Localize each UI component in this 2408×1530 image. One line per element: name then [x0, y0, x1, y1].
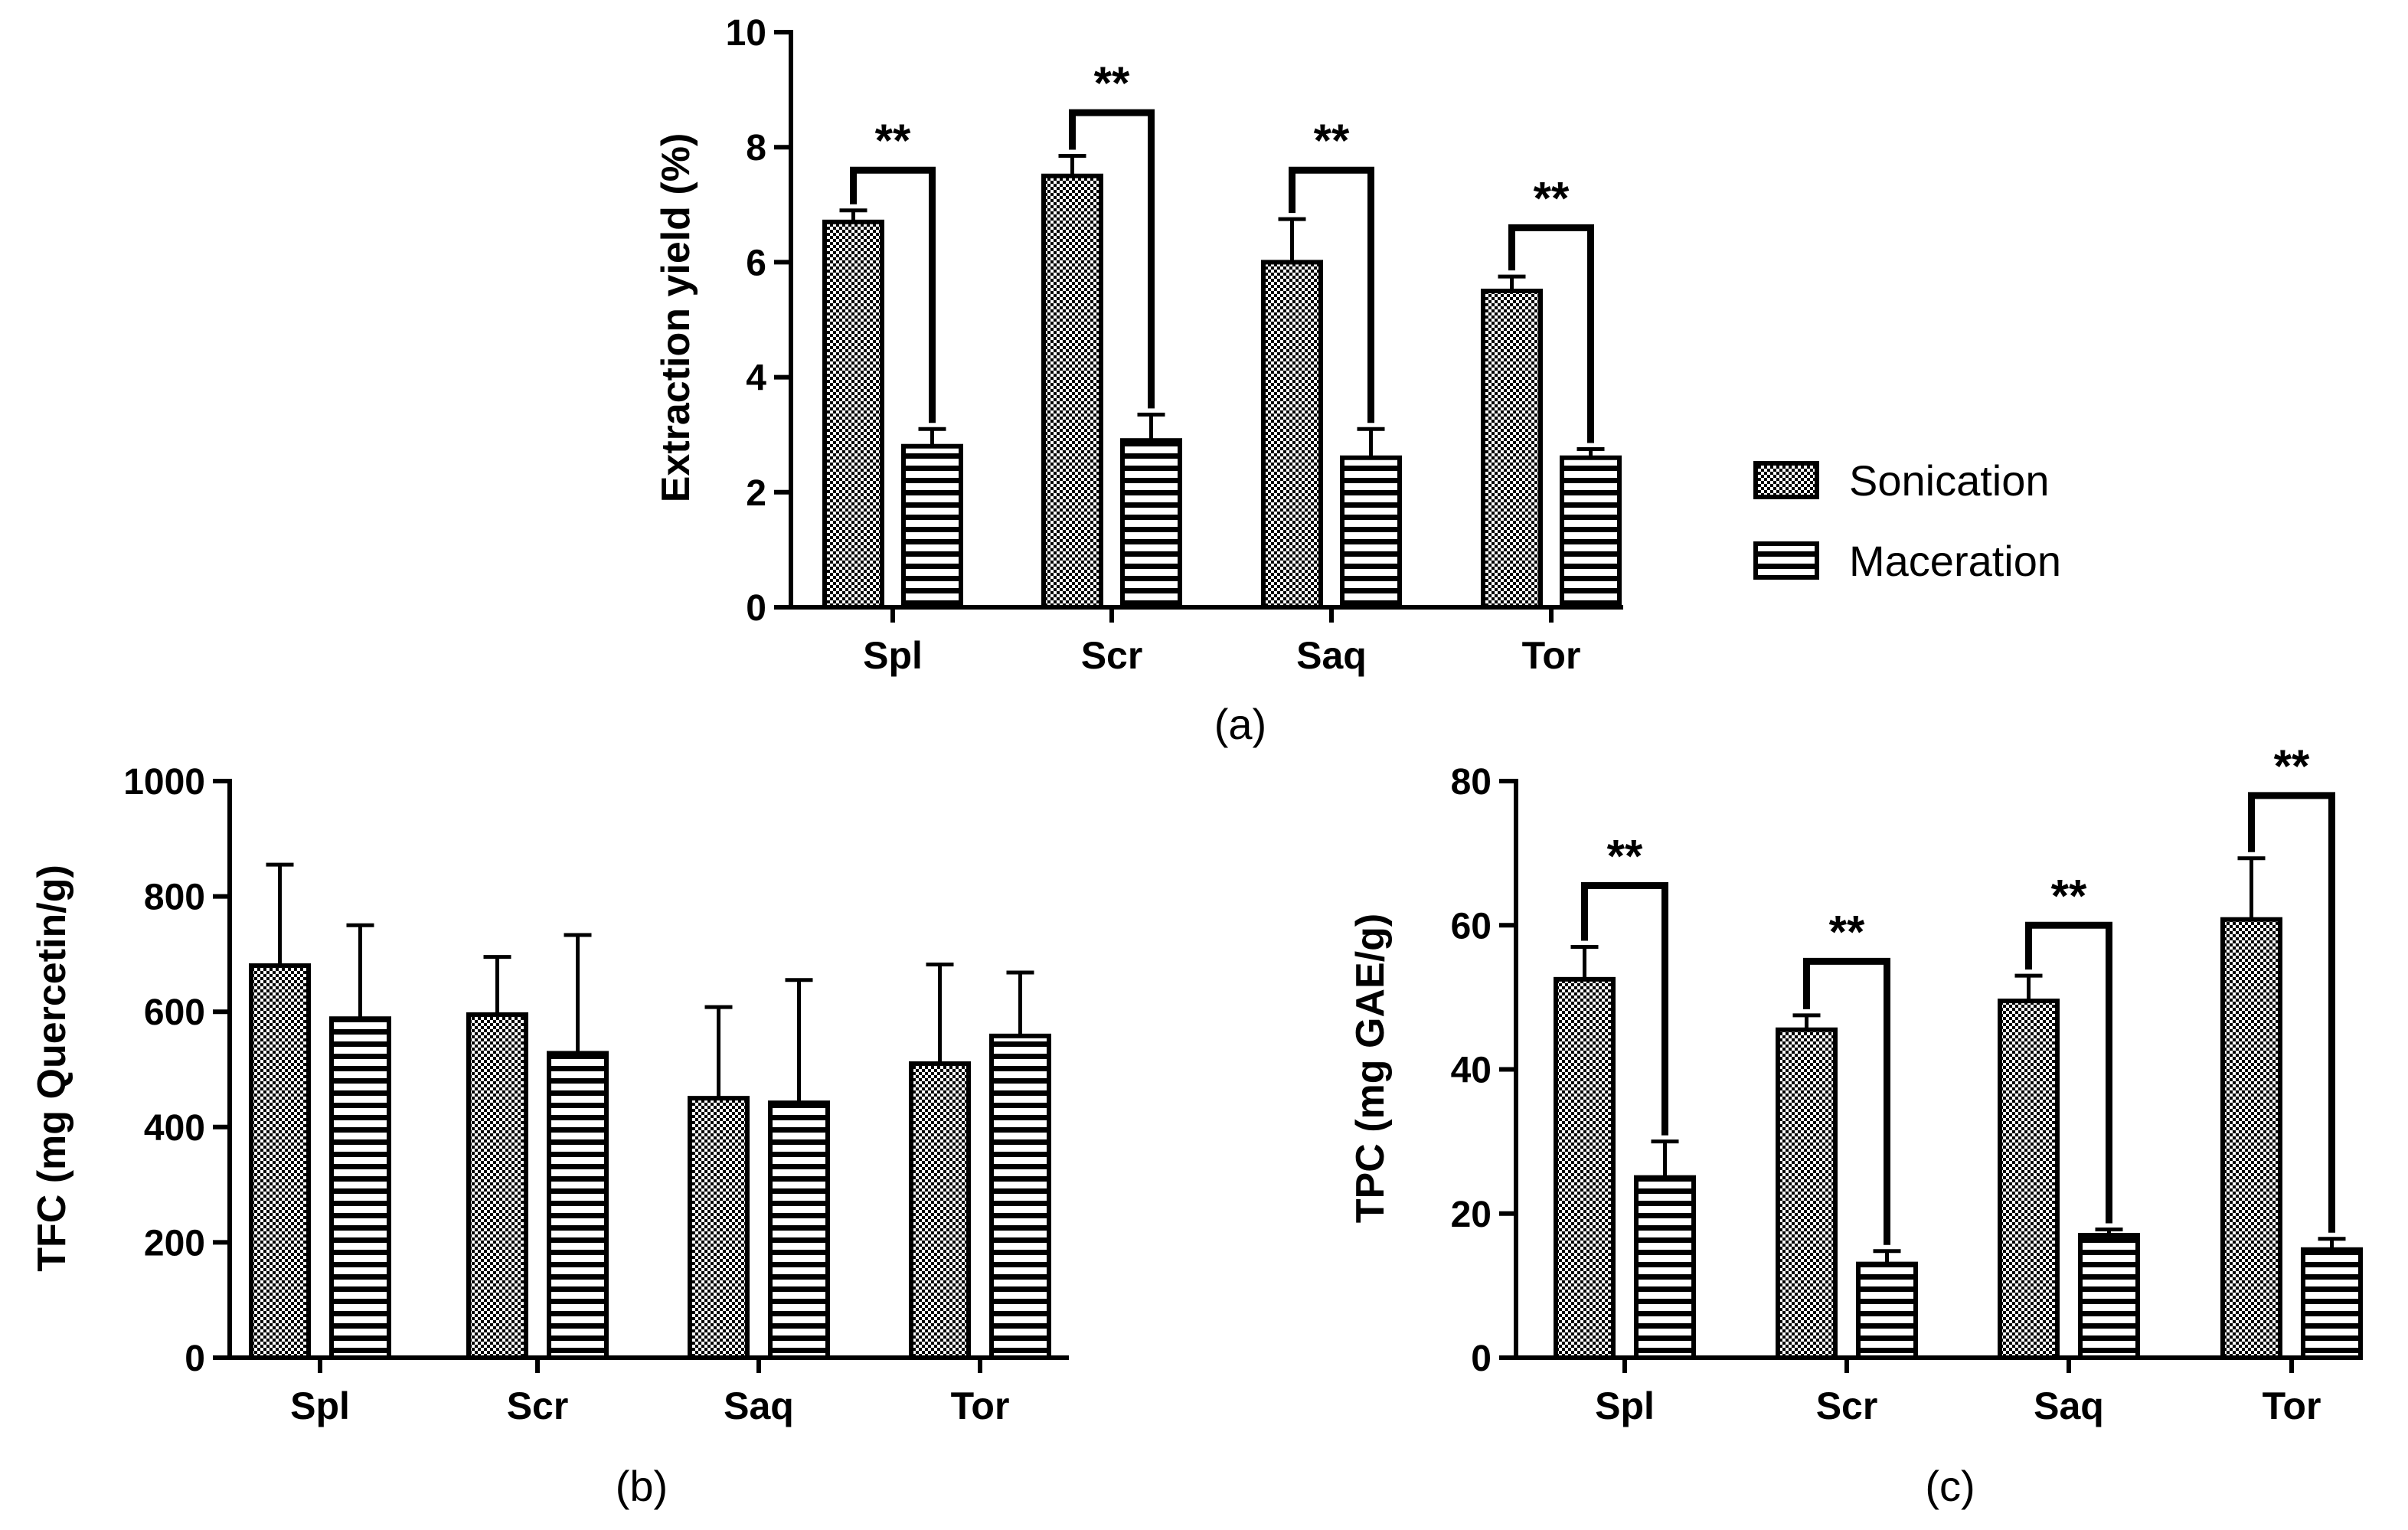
panel-c-bar-sonication-tor [2220, 917, 2282, 1360]
panel-b-bar-sonication-saq [688, 1096, 750, 1361]
panel-c-ylabel: TPC (mg GAE/g) [1348, 914, 1393, 1223]
panel-b-bar-maceration-scr [547, 1051, 609, 1361]
panel-b-category-label: Spl [290, 1385, 350, 1427]
panel-a-label: (a) [1214, 700, 1266, 748]
panel-a-significance-label: ** [1534, 172, 1570, 224]
panel-a-bar-sonication-tor [1481, 288, 1543, 610]
panel-a-ytick-label: 4 [746, 358, 766, 399]
panel-b-bar-sonication-scr [466, 1012, 528, 1360]
legend-label-sonication: Sonication [1849, 456, 2050, 505]
panel-c-category-label: Tor [2263, 1385, 2321, 1427]
panel-a-chart: Extraction yield (%) (a) 0 2 4 6 8 10 Spl ** Scr… [654, 13, 1623, 748]
panel-a-ytick-label: 10 [726, 13, 766, 54]
panel-a-category-label: Spl [863, 634, 923, 677]
panel-c-category-label: Saq [2034, 1385, 2104, 1427]
panel-a-significance-bracket [1289, 166, 1374, 423]
panel-c-significance-bracket [1803, 957, 1890, 1245]
panel-a-bar-maceration-spl [901, 443, 963, 610]
panel-c-label: (c) [1925, 1462, 1975, 1510]
panel-c-significance-label: ** [2274, 740, 2310, 792]
panel-a-ylabel: Extraction yield (%) [654, 133, 698, 503]
panel-c-bar-maceration-scr [1856, 1261, 1918, 1360]
panel-b-category-label: Tor [951, 1385, 1010, 1427]
panel-a-ytick-label: 6 [746, 243, 766, 283]
panel-a-significance-label: ** [1094, 57, 1130, 109]
legend-swatch-maceration [1753, 541, 1819, 580]
panel-a-category-label: Tor [1522, 634, 1581, 677]
panel-c-bar-maceration-spl [1634, 1175, 1696, 1360]
panel-c-ytick-label: 40 [1451, 1051, 1492, 1091]
panel-a-category-label: Scr [1081, 634, 1143, 677]
legend-label-maceration: Maceration [1849, 537, 2061, 585]
panel-b-bar-sonication-tor [909, 1061, 971, 1360]
panel-b-ylabel: TFC (mg Quercetin/g) [30, 865, 74, 1272]
panel-c-significance-bracket [1581, 881, 1668, 1136]
panel-c-bar-sonication-scr [1776, 1027, 1838, 1360]
panel-a-bar-sonication-saq [1261, 260, 1323, 610]
panel-a-significance-label: ** [875, 115, 911, 166]
panel-c-ytick-label: 0 [1471, 1339, 1492, 1379]
panel-b-ytick-label: 200 [144, 1223, 205, 1264]
panel-c-ytick-label: 60 [1451, 906, 1492, 946]
panel-c-bar-maceration-saq [2078, 1232, 2140, 1361]
panel-c-bar-maceration-tor [2301, 1247, 2363, 1360]
panel-c-significance-label: ** [1607, 830, 1643, 881]
panel-a-bar-sonication-spl [822, 219, 884, 610]
panel-b-category-label: Saq [724, 1385, 794, 1427]
panel-c-category-label: Scr [1816, 1385, 1878, 1427]
panel-b-bar-maceration-spl [329, 1016, 391, 1360]
panel-c-ytick-label: 80 [1451, 762, 1492, 803]
panel-b-category-label: Scr [507, 1385, 569, 1427]
panel-a-significance-label: ** [1314, 115, 1350, 166]
panel-a-significance-bracket [850, 166, 936, 423]
panel-a-ytick-label: 8 [746, 128, 766, 168]
panel-a-significance-bracket [1069, 109, 1155, 409]
panel-a-ytick-label: 0 [746, 588, 766, 629]
panel-b-ytick-label: 0 [185, 1339, 205, 1379]
legend: Sonication Maceration [1753, 456, 2061, 585]
panel-b-bar-maceration-tor [989, 1033, 1051, 1361]
panel-b-bar-maceration-saq [768, 1100, 830, 1360]
legend-swatch-sonication [1753, 461, 1819, 499]
panel-c-ytick-label: 20 [1451, 1195, 1492, 1235]
panel-b-bar-sonication-spl [249, 963, 311, 1360]
panel-c-chart: TPC (mg GAE/g) (c) 0 20 40 60 80 Spl ** Scr ** Sa… [1348, 740, 2363, 1510]
panel-a-significance-bracket [1508, 224, 1594, 443]
panel-a-bar-maceration-tor [1560, 455, 1622, 610]
panel-a-category-label: Saq [1296, 634, 1367, 677]
panel-b-ytick-label: 800 [144, 878, 205, 918]
panel-c-category-label: Spl [1595, 1385, 1655, 1427]
panel-a-ytick-label: 2 [746, 473, 766, 514]
panel-c-significance-label: ** [2051, 870, 2087, 921]
panel-c-bar-sonication-spl [1554, 976, 1616, 1360]
panel-b-ytick-label: 600 [144, 992, 205, 1033]
panel-c-significance-bracket [2025, 921, 2112, 1224]
panel-a-bar-maceration-scr [1120, 438, 1182, 610]
panel-c-bar-sonication-saq [1998, 999, 2060, 1361]
panel-a-bar-sonication-scr [1041, 173, 1103, 610]
panel-c-significance-label: ** [1829, 906, 1865, 957]
panel-c-significance-bracket [2248, 792, 2335, 1233]
panel-a-bar-maceration-saq [1340, 455, 1402, 610]
panel-b-ytick-label: 1000 [123, 762, 205, 803]
panel-b-chart: TFC (mg Quercetin/g) (b) 0 200 400 600 800 10… [30, 762, 1069, 1510]
panel-b-label: (b) [616, 1462, 668, 1510]
panel-b-ytick-label: 400 [144, 1108, 205, 1149]
